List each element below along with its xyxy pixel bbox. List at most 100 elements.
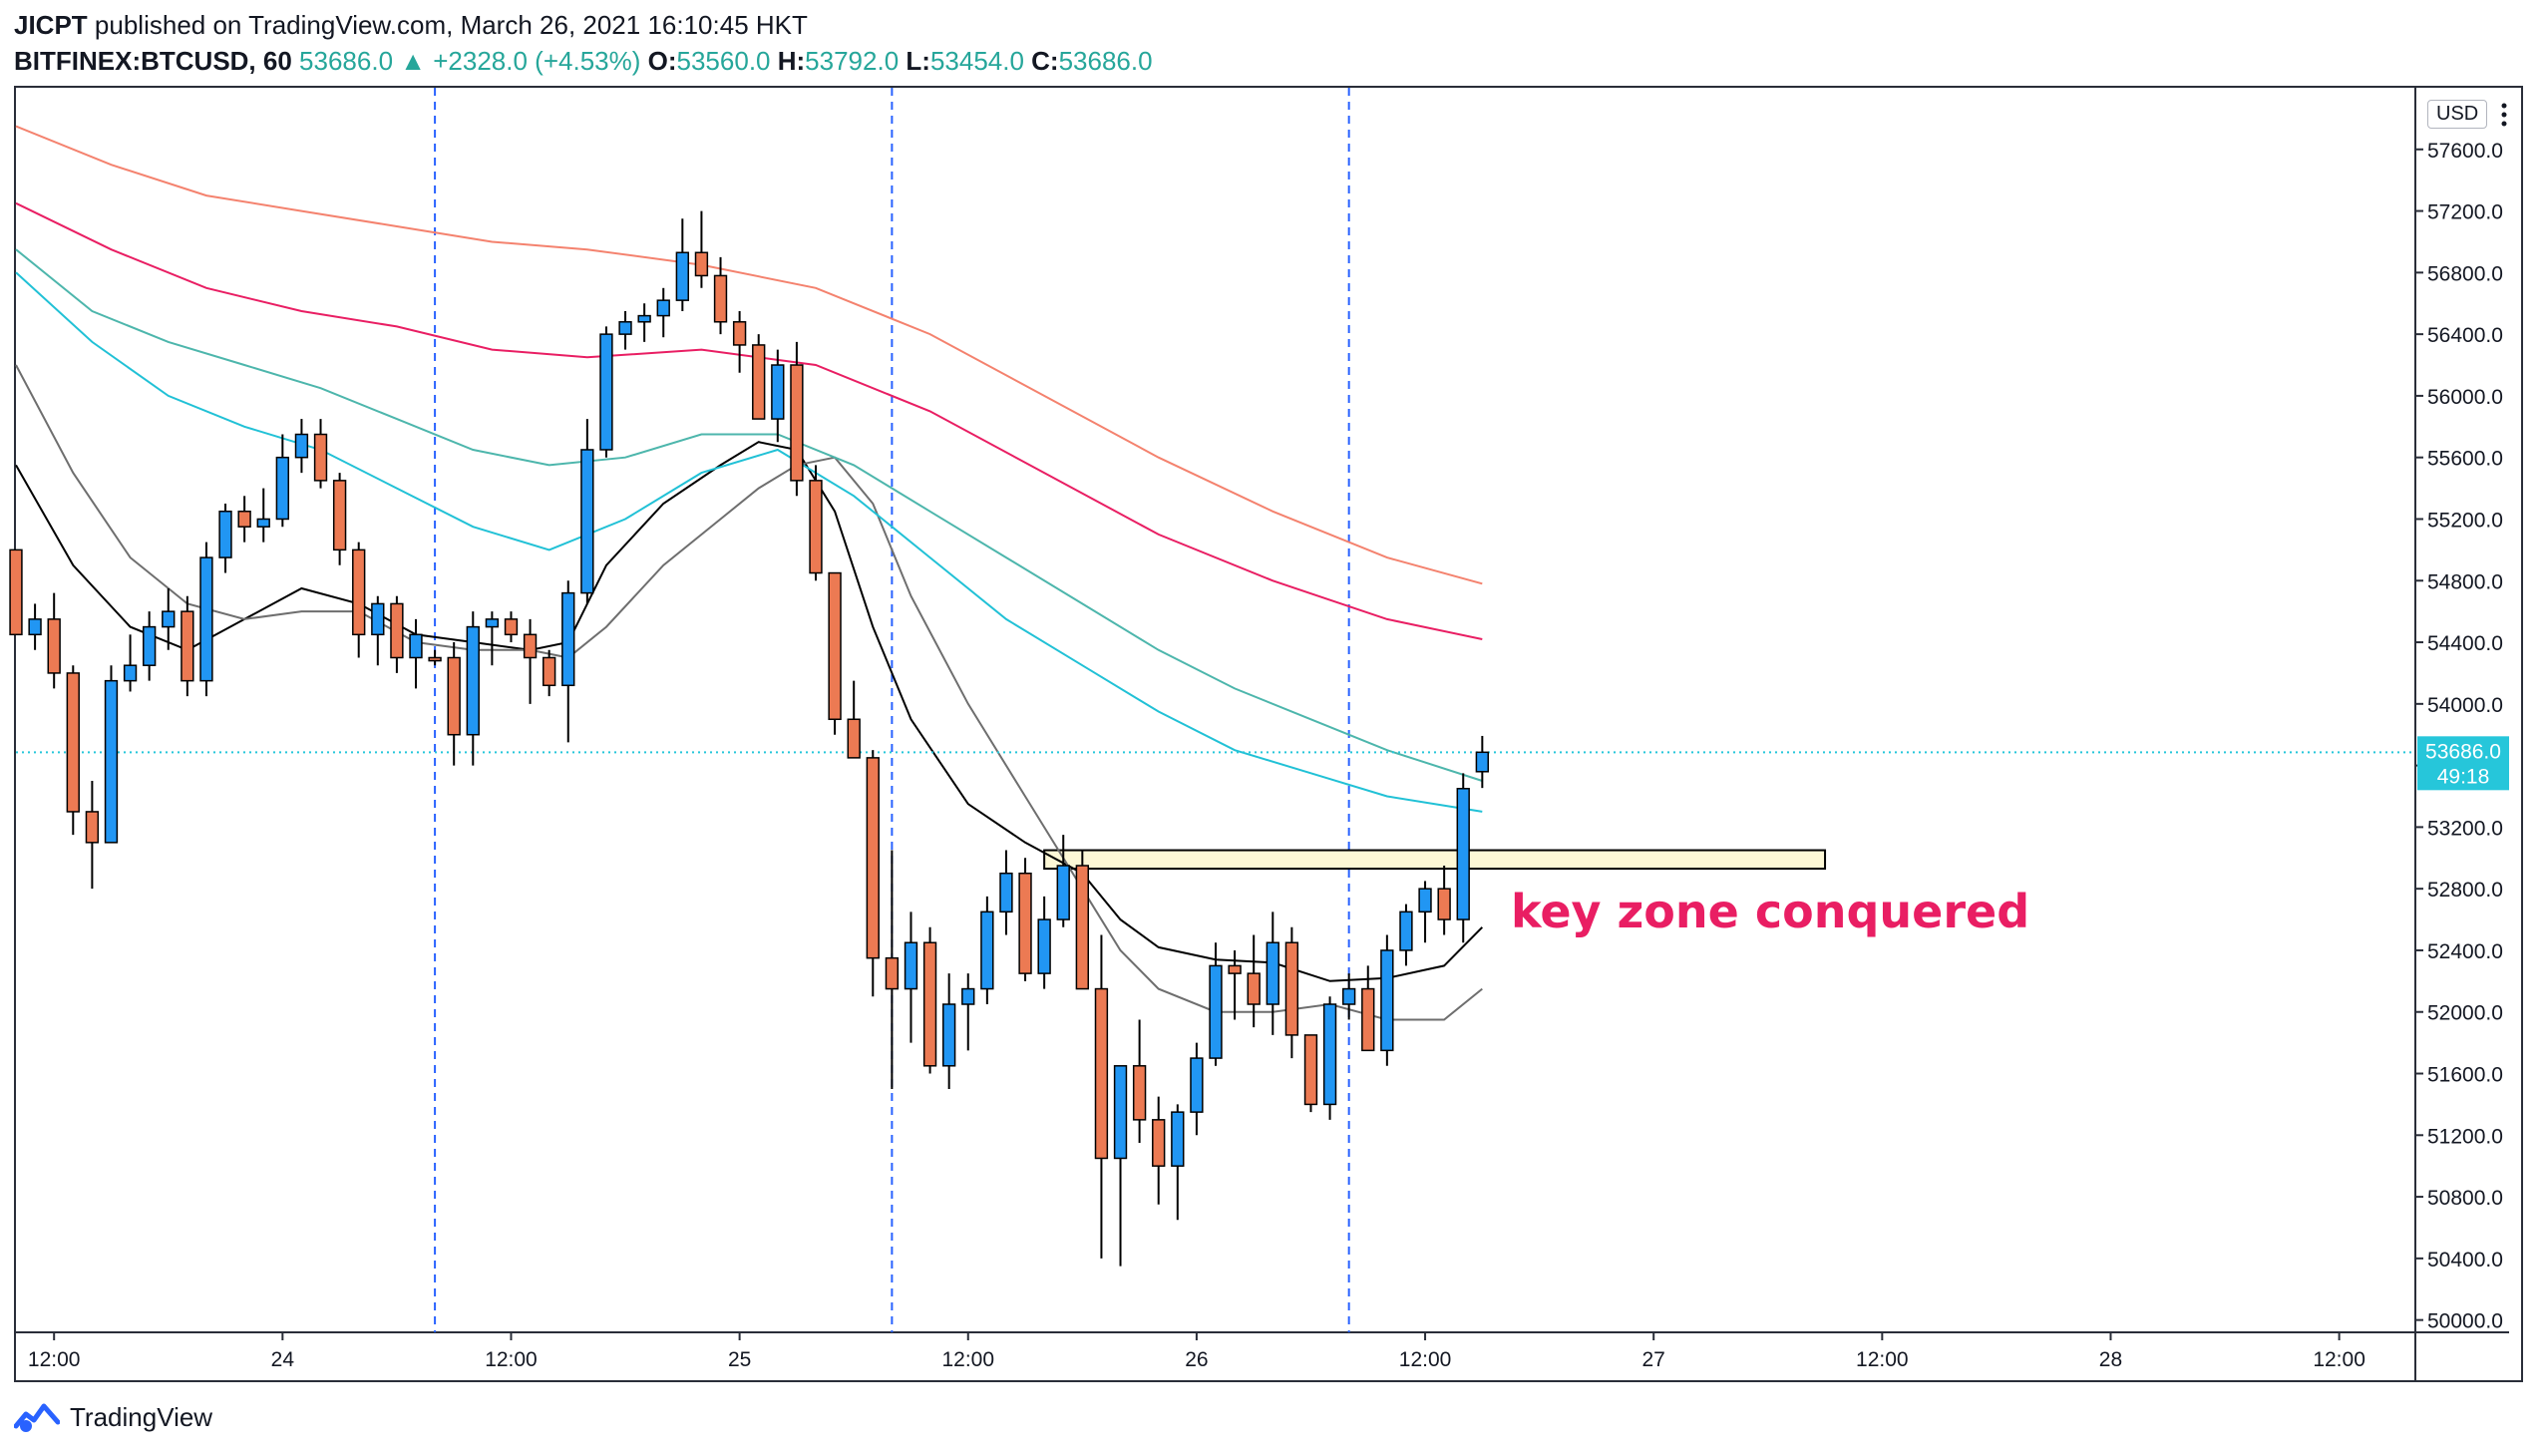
candle-body[interactable] xyxy=(428,656,442,662)
candle-body[interactable] xyxy=(1209,964,1223,1059)
candle-body[interactable] xyxy=(866,757,880,959)
candle-body[interactable] xyxy=(713,274,728,323)
candle-body[interactable] xyxy=(828,571,842,721)
price-tick-label: 54800.0 xyxy=(2427,570,2503,593)
candle-body[interactable] xyxy=(447,656,461,736)
published-text: published on TradingView.com, March 26, … xyxy=(94,10,808,40)
candle-body[interactable] xyxy=(275,456,290,521)
candle-body[interactable] xyxy=(1284,941,1299,1036)
candle-body[interactable] xyxy=(542,656,556,687)
price-tick-label: 52400.0 xyxy=(2427,940,2503,963)
candle-body[interactable] xyxy=(218,511,232,558)
tradingview-logo-icon[interactable] xyxy=(14,1400,60,1434)
candle-body[interactable] xyxy=(941,1003,956,1067)
candle-body[interactable] xyxy=(162,610,176,628)
candle-body[interactable] xyxy=(1113,1065,1128,1160)
candle-body[interactable] xyxy=(1361,987,1375,1052)
candle-body[interactable] xyxy=(694,251,709,277)
candle-body[interactable] xyxy=(104,679,119,844)
candle-body[interactable] xyxy=(1303,1034,1318,1106)
currency-badge[interactable]: USD xyxy=(2427,100,2488,129)
menu-icon[interactable] xyxy=(2497,102,2511,128)
candle-body[interactable] xyxy=(1152,1119,1166,1167)
price-tick-label: 56000.0 xyxy=(2427,386,2503,409)
candle-body[interactable] xyxy=(199,556,213,682)
price-tick-label: 55600.0 xyxy=(2427,448,2503,471)
candle-body[interactable] xyxy=(1190,1057,1204,1113)
open-label: O: xyxy=(647,46,677,76)
candle-body[interactable] xyxy=(523,633,538,659)
candle-body[interactable] xyxy=(1475,751,1490,773)
candle-body[interactable] xyxy=(1075,865,1090,990)
candle-body[interactable] xyxy=(66,672,80,813)
candle-body[interactable] xyxy=(332,480,347,551)
candle-body[interactable] xyxy=(675,251,690,301)
candle-body[interactable] xyxy=(980,910,994,990)
candle-body[interactable] xyxy=(371,602,385,636)
candle-body[interactable] xyxy=(1418,888,1432,913)
annotation-text[interactable]: key zone conquered xyxy=(1511,885,2029,938)
candle-body[interactable] xyxy=(142,625,157,666)
candle-body[interactable] xyxy=(294,433,309,459)
candle-body[interactable] xyxy=(961,987,975,1005)
chart-canvas[interactable]: 57600.0 57200.0 56800.0 56400.0 56000.0 55600… xyxy=(0,0,2545,1396)
candle-body[interactable] xyxy=(1456,788,1470,920)
time-tick-label: 26 xyxy=(1185,1348,1208,1371)
candle-body[interactable] xyxy=(1037,918,1051,974)
candle-body[interactable] xyxy=(1380,949,1394,1052)
candle-body[interactable] xyxy=(1322,1003,1337,1106)
candle-body[interactable] xyxy=(732,321,747,346)
candle-body[interactable] xyxy=(561,591,575,687)
candle-body[interactable] xyxy=(999,872,1013,913)
candle-body[interactable] xyxy=(1018,872,1032,974)
candle-body[interactable] xyxy=(47,618,61,674)
candle-body[interactable] xyxy=(580,449,594,594)
candle-body[interactable] xyxy=(771,364,785,420)
candle-body[interactable] xyxy=(1437,888,1451,920)
candle-body[interactable] xyxy=(256,518,270,528)
candle-body[interactable] xyxy=(1094,987,1109,1160)
candle-body[interactable] xyxy=(28,618,42,636)
candle-body[interactable] xyxy=(1341,987,1356,1005)
candle-body[interactable] xyxy=(922,941,937,1067)
candle-body[interactable] xyxy=(237,511,251,528)
candle-body[interactable] xyxy=(637,314,651,323)
candle-body[interactable] xyxy=(181,610,194,682)
candle-body[interactable] xyxy=(1266,941,1279,1005)
candle-body[interactable] xyxy=(485,618,500,628)
price-tick-label: 56400.0 xyxy=(2427,324,2503,347)
candle-body[interactable] xyxy=(885,956,900,990)
time-tick-label: 24 xyxy=(271,1348,295,1371)
symbol-label[interactable]: BITFINEX:BTCUSD, 60 xyxy=(14,46,292,76)
candle-body[interactable] xyxy=(9,548,23,636)
candle-body[interactable] xyxy=(752,344,766,420)
moving-average-line-6 xyxy=(15,125,1483,585)
candle-body[interactable] xyxy=(466,625,480,736)
price-tick-label: 55200.0 xyxy=(2427,509,2503,532)
candle-body[interactable] xyxy=(847,718,861,759)
candle-body[interactable] xyxy=(1399,910,1413,951)
publisher-name[interactable]: JICPT xyxy=(14,10,88,40)
candle-body[interactable] xyxy=(656,299,670,317)
time-tick-label: 12:00 xyxy=(28,1348,81,1371)
candle-body[interactable] xyxy=(123,664,138,682)
candle-body[interactable] xyxy=(1056,865,1070,920)
brand-name[interactable]: TradingView xyxy=(70,1401,213,1432)
candle-body[interactable] xyxy=(504,618,519,636)
candle-body[interactable] xyxy=(1228,964,1242,974)
candle-body[interactable] xyxy=(85,811,100,844)
candle-body[interactable] xyxy=(1171,1111,1185,1167)
candle-body[interactable] xyxy=(390,602,404,659)
candle-body[interactable] xyxy=(352,548,366,636)
candle-body[interactable] xyxy=(599,333,613,451)
candle-body[interactable] xyxy=(313,433,328,482)
candle-body[interactable] xyxy=(809,480,823,574)
candle-body[interactable] xyxy=(618,321,632,335)
candle-body[interactable] xyxy=(790,364,804,482)
candle-body[interactable] xyxy=(1132,1065,1147,1121)
candle-body[interactable] xyxy=(1247,972,1261,1005)
chart-frame[interactable] xyxy=(14,86,2523,1382)
key-zone-rect[interactable] xyxy=(1043,849,1827,871)
candle-body[interactable] xyxy=(904,941,918,990)
candle-body[interactable] xyxy=(409,633,423,659)
